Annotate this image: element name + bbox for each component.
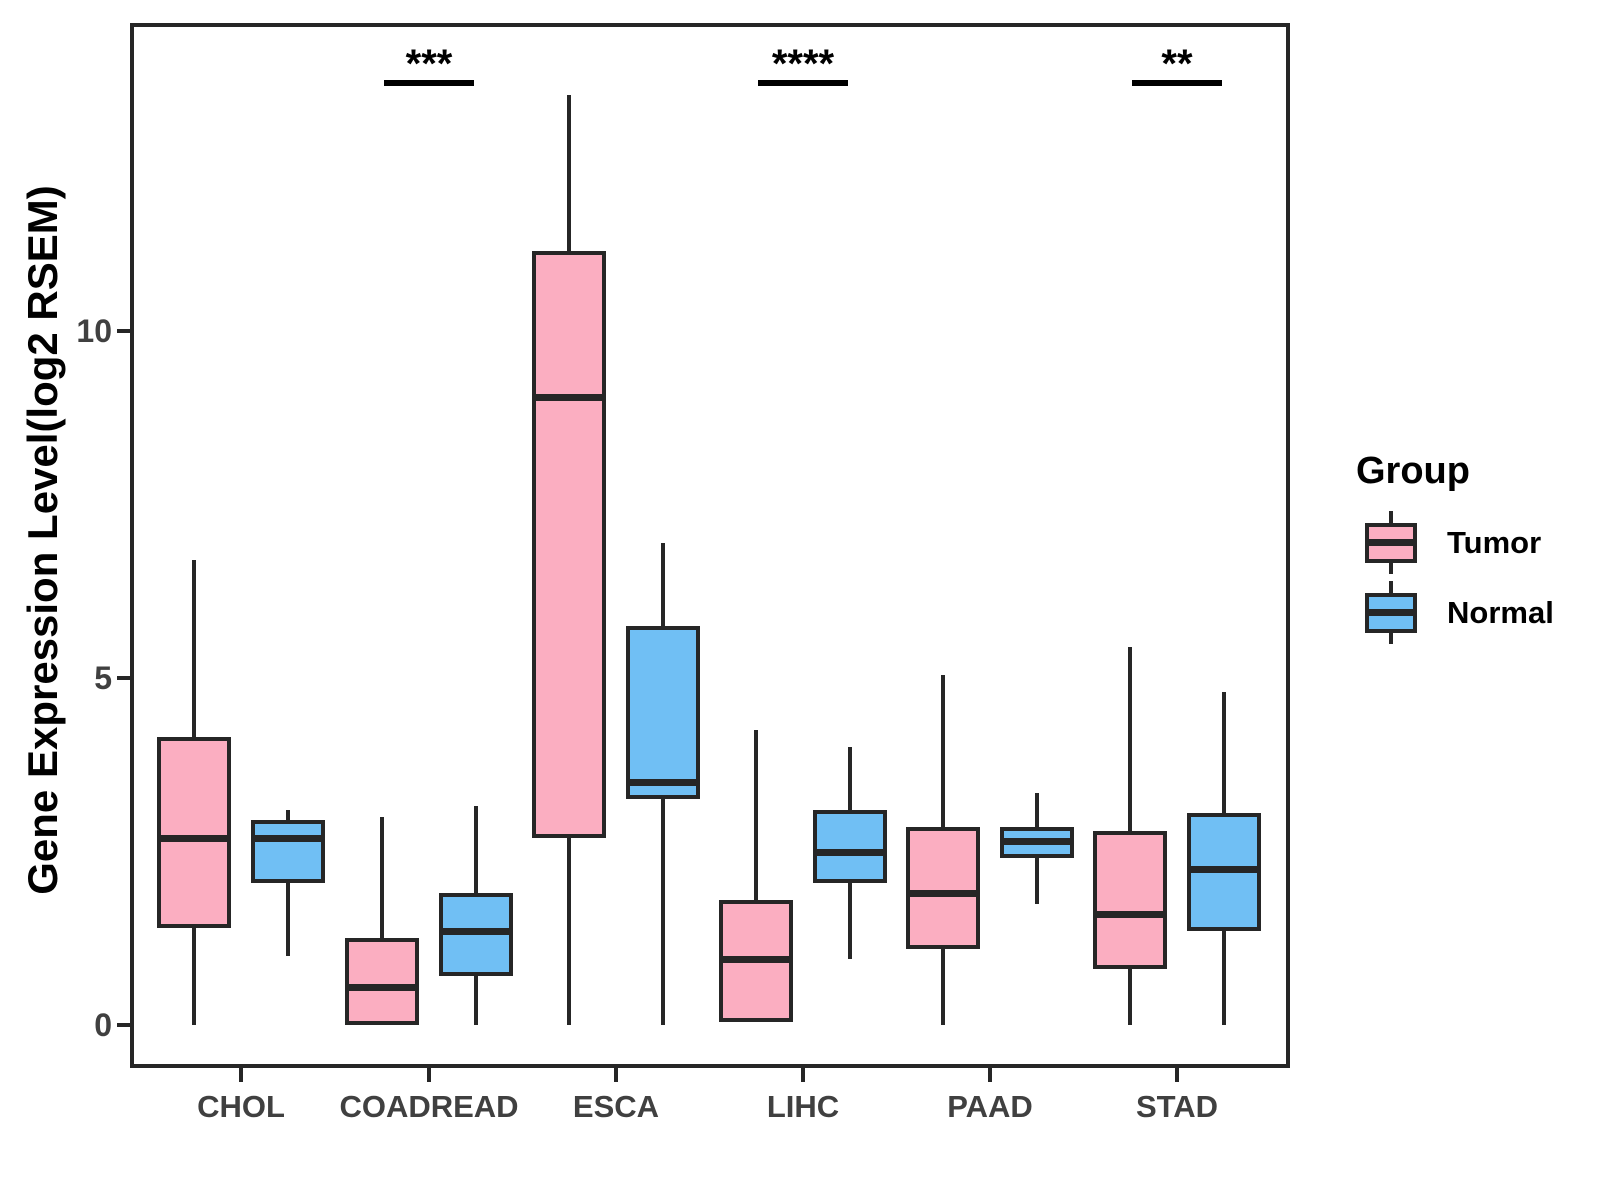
median-tumor-esca (536, 393, 602, 401)
x-tick-mark-lihc (801, 1068, 805, 1082)
legend-key-normal (1365, 581, 1417, 644)
median-tumor-stad (1097, 910, 1163, 918)
significance-line-stad (1132, 80, 1222, 86)
legend-key-tumor (1365, 511, 1417, 574)
legend-key-median-icon (1369, 539, 1413, 546)
x-tick-mark-stad (1175, 1068, 1179, 1082)
x-tick-label-stad: STAD (1135, 1089, 1219, 1124)
median-tumor-coadread (349, 983, 415, 991)
median-tumor-paad (910, 890, 976, 898)
median-normal-paad (1004, 838, 1070, 846)
y-tick-label-0: 0 (94, 1007, 112, 1043)
x-tick-label-chol: CHOL (197, 1089, 285, 1124)
significance-stars-lihc: **** (771, 42, 835, 86)
y-tick-mark-0 (117, 1023, 130, 1027)
x-tick-label-paad: PAAD (947, 1089, 1033, 1124)
legend-key-median-icon (1369, 609, 1413, 616)
median-normal-coadread (443, 928, 509, 936)
y-tick-label-5: 5 (94, 660, 112, 696)
median-normal-lihc (817, 848, 883, 856)
x-tick-label-esca: ESCA (572, 1089, 660, 1124)
y-tick-mark-10 (117, 329, 130, 333)
box-normal-chol (251, 820, 325, 883)
whisker-tumor-lihc (754, 730, 758, 1022)
median-tumor-lihc (723, 956, 789, 964)
y-tick-mark-5 (117, 676, 130, 680)
box-normal-lihc (813, 809, 887, 883)
x-tick-label-coadread: COADREAD (339, 1089, 519, 1124)
significance-stars-coadread: *** (405, 42, 453, 86)
box-tumor-coadread (345, 938, 419, 1025)
box-normal-esca (626, 625, 700, 800)
box-tumor-chol (157, 736, 231, 928)
y-tick-label-10: 10 (76, 313, 112, 349)
x-tick-mark-esca (614, 1068, 618, 1082)
whisker-tumor-coadread (380, 816, 384, 1025)
y-axis-title: Gene Expression Level(log2 RSEM) (19, 185, 66, 895)
plot-panel (130, 23, 1290, 1068)
median-tumor-chol (161, 834, 227, 842)
box-tumor-stad (1093, 830, 1167, 970)
box-tumor-esca (532, 251, 606, 838)
legend-label-tumor: Tumor (1447, 525, 1542, 560)
box-tumor-paad (906, 827, 980, 949)
whisker-normal-chol (286, 809, 290, 956)
x-tick-mark-coadread (427, 1068, 431, 1082)
significance-stars-stad: ** (1161, 42, 1193, 86)
median-normal-chol (255, 834, 321, 842)
legend-title: Group (1356, 450, 1470, 492)
significance-line-lihc (758, 80, 848, 86)
x-tick-mark-chol (239, 1068, 243, 1082)
median-normal-esca (630, 779, 696, 787)
x-tick-mark-paad (988, 1068, 992, 1082)
significance-line-coadread (384, 80, 474, 86)
legend-label-normal: Normal (1447, 595, 1554, 630)
median-normal-stad (1191, 865, 1257, 873)
x-tick-label-lihc: LIHC (766, 1089, 840, 1124)
